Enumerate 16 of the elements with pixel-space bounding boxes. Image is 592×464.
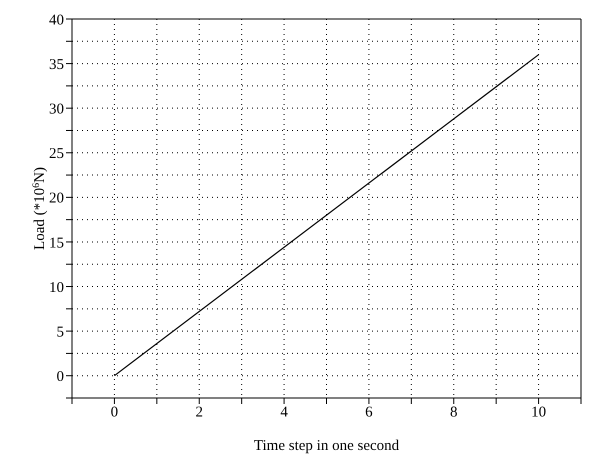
y-tick-label: 0 xyxy=(56,369,64,386)
y-tick-label: 25 xyxy=(49,146,64,162)
y-tick-label: 20 xyxy=(49,190,64,207)
y-tick-label: 35 xyxy=(49,56,64,73)
x-axis-title: Time step in one second xyxy=(254,438,400,454)
y-tick-label: 5 xyxy=(56,324,64,340)
x-tick-label: 10 xyxy=(531,404,546,421)
x-tick-label: 0 xyxy=(110,404,118,421)
y-tick-label: 10 xyxy=(49,280,64,296)
x-tick-label: 6 xyxy=(365,404,374,421)
x-tick-label: 4 xyxy=(280,404,288,421)
x-tick-label: 2 xyxy=(196,404,203,421)
y-tick-label: 40 xyxy=(49,12,64,28)
x-tick-label: 8 xyxy=(450,404,458,421)
y-tick-label: 30 xyxy=(49,102,64,118)
y-tick-label: 15 xyxy=(49,235,64,252)
